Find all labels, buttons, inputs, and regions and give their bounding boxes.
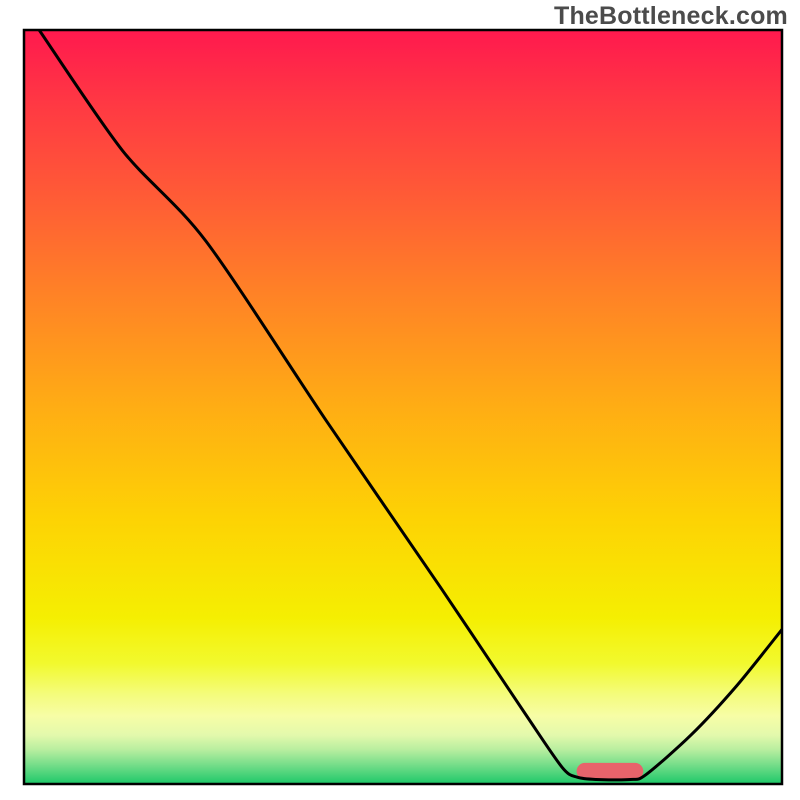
bottleneck-chart <box>0 0 800 800</box>
gradient-background <box>24 30 782 784</box>
valley-marker <box>577 763 644 780</box>
chart-container: { "watermark": "TheBottleneck.com", "cha… <box>0 0 800 800</box>
